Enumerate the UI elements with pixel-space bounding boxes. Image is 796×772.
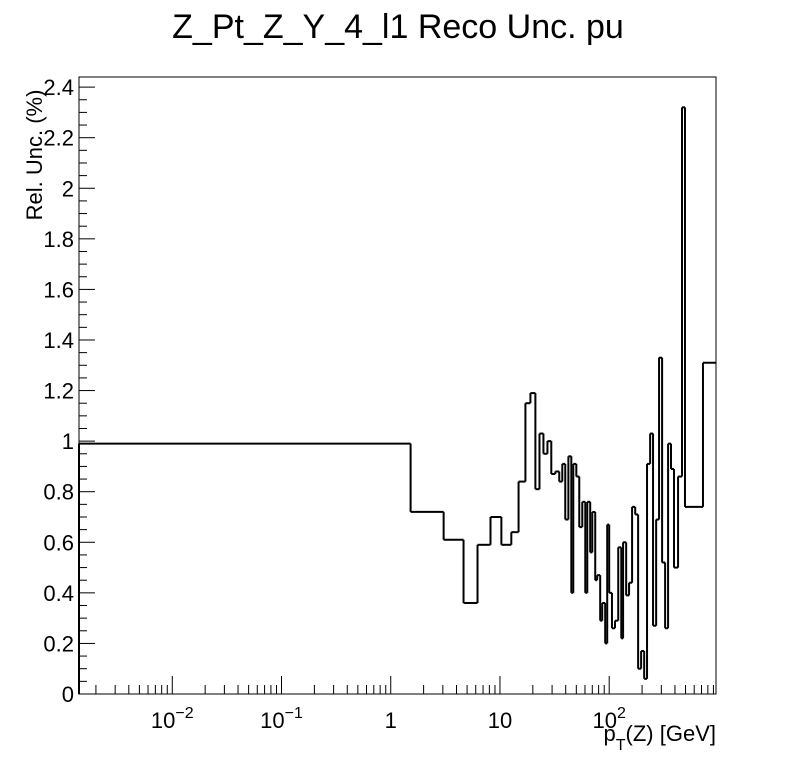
y-tick-label: 0 — [62, 682, 74, 707]
x-tick-label: 10 — [488, 708, 512, 733]
chart-title: Z_Pt_Z_Y_4_l1 Reco Unc. pu — [172, 8, 624, 46]
x-tick-exponent: −2 — [175, 705, 193, 722]
y-tick-label: 0.8 — [43, 480, 74, 505]
y-tick-label: 1.2 — [43, 379, 74, 404]
y-tick-label: 1.8 — [43, 227, 74, 252]
x-tick-label: 1 — [385, 708, 397, 733]
x-axis-label: pT(Z) [GeV] — [604, 721, 716, 754]
x-label-base: p — [604, 721, 616, 746]
y-tick-label: 2.4 — [43, 75, 74, 100]
x-label-rest: (Z) [GeV] — [626, 721, 716, 746]
y-tick-label: 0.6 — [43, 530, 74, 555]
histogram — [78, 106, 716, 694]
x-tick-label: 10−2 — [151, 705, 194, 733]
x-tick-base: 10 — [151, 708, 175, 733]
x-tick-exponent: −1 — [285, 705, 303, 722]
y-tick-label: 0.4 — [43, 581, 74, 606]
plot-frame — [78, 76, 717, 695]
x-tick-exponent: 2 — [617, 705, 626, 722]
y-tick-label: 1.4 — [43, 328, 74, 353]
y-tick-label: 2.2 — [43, 126, 74, 151]
y-tick-label: 1.6 — [43, 277, 74, 302]
x-tick-label: 102 — [593, 705, 626, 733]
y-tick-label: 2 — [62, 176, 74, 201]
x-tick-base: 10 — [593, 708, 617, 733]
y-axis-label: Rel. Unc. (%) — [22, 90, 47, 221]
y-tick-label: 1 — [62, 429, 74, 454]
x-tick-base: 10 — [260, 708, 284, 733]
y-tick-label: 0.2 — [43, 631, 74, 656]
x-tick-label: 10−1 — [260, 705, 303, 733]
x-label-subscript: T — [616, 737, 626, 754]
